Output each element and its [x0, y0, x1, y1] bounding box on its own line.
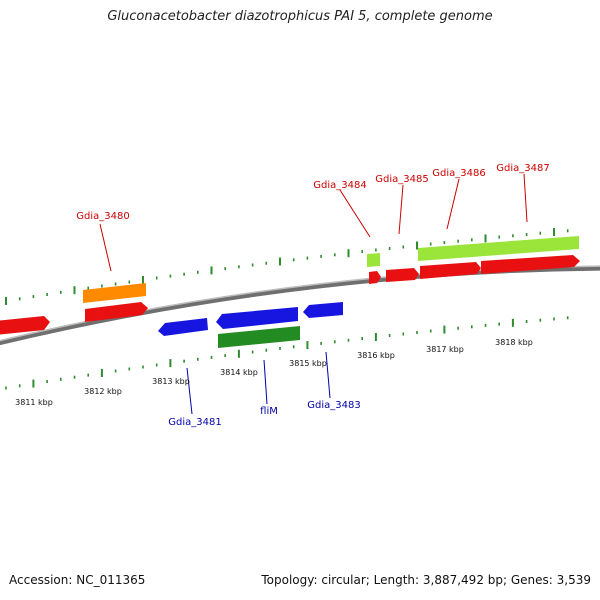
gene-arrow-gdia-3480[interactable] — [85, 302, 148, 322]
gene-arrow-left-edge[interactable] — [0, 316, 50, 335]
gene-label-flim[interactable]: fliM — [260, 406, 278, 417]
gene-arrow-gdia-3486[interactable] — [420, 262, 481, 279]
gene-label-gdia-3487[interactable]: Gdia_3487 — [496, 163, 549, 174]
reverse-gene-labels: Gdia_3481 fliM Gdia_3483 — [168, 400, 360, 428]
outer-tick-track — [5, 228, 569, 305]
label-leaders — [99, 173, 528, 415]
gene-lime-gdia-3484[interactable] — [367, 253, 380, 267]
gene-label-gdia-3481[interactable]: Gdia_3481 — [168, 417, 221, 428]
gene-label-gdia-3483[interactable]: Gdia_3483 — [307, 400, 360, 411]
gene-arrow-gdia-3484[interactable] — [369, 271, 381, 284]
genome-title: Gluconacetobacter diazotrophicus PAI 5, … — [107, 9, 493, 24]
gene-label-gdia-3480[interactable]: Gdia_3480 — [76, 211, 129, 222]
forward-features — [0, 236, 580, 335]
scale-label-3817: 3817 kbp — [426, 345, 464, 354]
gene-label-gdia-3485[interactable]: Gdia_3485 — [375, 174, 428, 185]
gene-arrow-gdia-3481[interactable] — [158, 318, 208, 336]
gene-orange-gdia-3480[interactable] — [83, 283, 146, 303]
scale-label-3816: 3816 kbp — [357, 351, 395, 360]
gene-label-gdia-3486[interactable]: Gdia_3486 — [432, 168, 485, 179]
forward-gene-labels: Gdia_3480 Gdia_3484 Gdia_3485 Gdia_3486 … — [76, 163, 549, 222]
gene-arrow-gdia-3487[interactable] — [481, 255, 580, 274]
gene-arrow-gdia-3483[interactable] — [303, 302, 343, 318]
scale-label-3815: 3815 kbp — [289, 359, 327, 368]
scale-label-3813: 3813 kbp — [152, 377, 190, 386]
gene-green-flim[interactable] — [218, 326, 300, 348]
scale-label-3812: 3812 kbp — [84, 387, 122, 396]
scale-labels: 3811 kbp 3812 kbp 3813 kbp 3814 kbp 3815… — [15, 338, 533, 407]
gene-arrow-gdia-3485[interactable] — [386, 268, 419, 282]
gene-arrow-flim[interactable] — [216, 307, 298, 329]
scale-label-3811: 3811 kbp — [15, 398, 53, 407]
gene-lime-gdia-3486-3487[interactable] — [418, 236, 579, 261]
inner-tick-track — [5, 316, 569, 390]
scale-label-3818: 3818 kbp — [495, 338, 533, 347]
reverse-features — [158, 302, 343, 348]
accession-label: Accession: NC_011365 — [9, 573, 146, 587]
scale-label-3814: 3814 kbp — [220, 368, 258, 377]
gene-label-gdia-3484[interactable]: Gdia_3484 — [313, 180, 366, 191]
genome-summary-label: Topology: circular; Length: 3,887,492 bp… — [261, 573, 591, 587]
